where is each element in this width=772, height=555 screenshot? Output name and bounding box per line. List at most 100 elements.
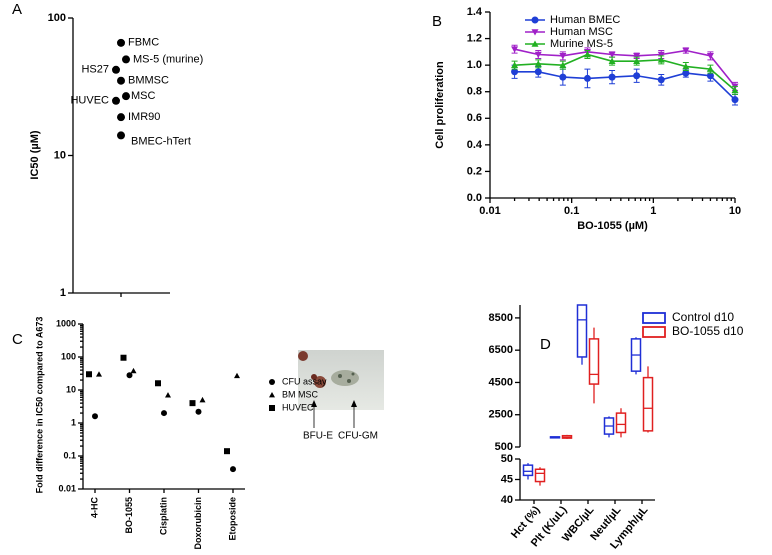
point <box>86 371 92 378</box>
box <box>522 464 534 477</box>
y-tick-label: 100 <box>48 12 66 24</box>
point <box>165 392 171 398</box>
legend-label: Human MSC <box>550 26 613 38</box>
point <box>230 466 236 473</box>
point <box>511 68 519 76</box>
point <box>117 76 125 85</box>
x-tick-label: 10 <box>729 205 741 217</box>
y-axis-label: Cell proliferation <box>434 61 446 149</box>
y-tick-label: 0.1 <box>63 450 76 460</box>
point <box>224 448 230 455</box>
point <box>608 73 616 81</box>
point <box>534 68 542 76</box>
legend-label: CFU assay <box>282 376 327 386</box>
point <box>706 72 714 80</box>
y-tick-label: 100 <box>61 351 76 361</box>
legend-label: Control d10 <box>672 310 734 324</box>
point-label: BMMSC <box>128 75 169 87</box>
y-tick-label: 6500 <box>489 344 513 356</box>
point <box>657 56 665 63</box>
y-tick-label: 1 <box>71 417 76 427</box>
point <box>117 38 125 47</box>
point <box>117 113 125 122</box>
panel-label: C <box>12 331 23 348</box>
colony-photo <box>298 350 384 428</box>
x-tick-label: BO-1055 <box>124 497 134 534</box>
x-tick-label: Cisplatin <box>158 497 168 535</box>
point <box>155 380 161 387</box>
point-label: BMEC-hTert <box>131 135 191 147</box>
legend-marker <box>531 40 539 47</box>
box <box>642 376 654 432</box>
y-tick-label: 1000 <box>56 318 76 328</box>
x-axis-label: BO-1055 (µM) <box>577 220 648 232</box>
y-axis-label: Fold difference in IC50 compared to A673 <box>34 317 44 494</box>
legend-marker <box>269 379 275 385</box>
y-tick-label: 50 <box>501 453 513 465</box>
point <box>189 400 196 407</box>
point <box>112 96 120 105</box>
point <box>682 62 690 70</box>
y-tick-label: 45 <box>501 473 513 485</box>
point <box>583 51 591 58</box>
y-tick-label: 0.4 <box>467 139 483 151</box>
legend-marker <box>269 405 275 411</box>
legend-label: Murine MS-5 <box>550 38 613 50</box>
y-tick-label: 0.0 <box>467 192 482 204</box>
box <box>588 338 600 385</box>
point <box>195 408 202 415</box>
point <box>583 74 591 82</box>
point <box>731 86 739 94</box>
point-label: MS-5 (murine) <box>133 53 203 65</box>
point-label: HUVEC <box>70 95 109 107</box>
point <box>534 60 542 67</box>
legend-swatch <box>642 326 666 338</box>
legend-label: HUVEC <box>282 402 314 412</box>
point <box>706 53 714 60</box>
y-tick-label: 4500 <box>489 376 513 388</box>
legend-marker <box>531 29 539 36</box>
x-tick-label: 0.1 <box>564 205 579 217</box>
point <box>633 53 641 60</box>
point <box>706 65 714 72</box>
point <box>234 372 240 379</box>
y-axis-label: IC50 (µM) <box>29 130 41 179</box>
point <box>731 96 739 104</box>
x-tick-label: Doxorubicin <box>193 497 203 550</box>
point <box>608 57 616 64</box>
series-line <box>514 53 736 91</box>
point <box>199 396 206 403</box>
y-tick-label: 8500 <box>489 312 513 324</box>
y-tick-label: 2500 <box>489 409 513 421</box>
point <box>161 410 167 417</box>
point <box>559 73 567 81</box>
panel-label: B <box>432 13 442 30</box>
point <box>112 65 120 74</box>
legend-swatch <box>642 312 666 324</box>
photo-label: CFU-GM <box>338 431 378 442</box>
y-tick-label: 0.2 <box>467 165 482 177</box>
y-tick-label: 1.0 <box>467 59 482 71</box>
point <box>122 55 130 64</box>
point <box>92 413 98 420</box>
y-tick-label: 1 <box>60 287 66 299</box>
point <box>126 372 133 379</box>
panel-label: A <box>12 1 22 18</box>
y-tick-label: 1.2 <box>467 32 482 44</box>
point-label: MSC <box>131 90 156 102</box>
point <box>534 51 542 59</box>
point <box>511 61 519 68</box>
box <box>576 304 588 358</box>
point <box>117 131 125 140</box>
point <box>120 354 127 361</box>
x-tick-label: Etoposide <box>227 497 237 541</box>
y-tick-label: 1.4 <box>467 6 483 18</box>
point <box>511 46 519 53</box>
point <box>682 69 690 77</box>
panel-label: D <box>540 336 551 353</box>
point <box>130 367 137 374</box>
y-tick-label: 0.01 <box>58 483 76 493</box>
series-line <box>514 48 736 87</box>
point <box>96 371 102 377</box>
